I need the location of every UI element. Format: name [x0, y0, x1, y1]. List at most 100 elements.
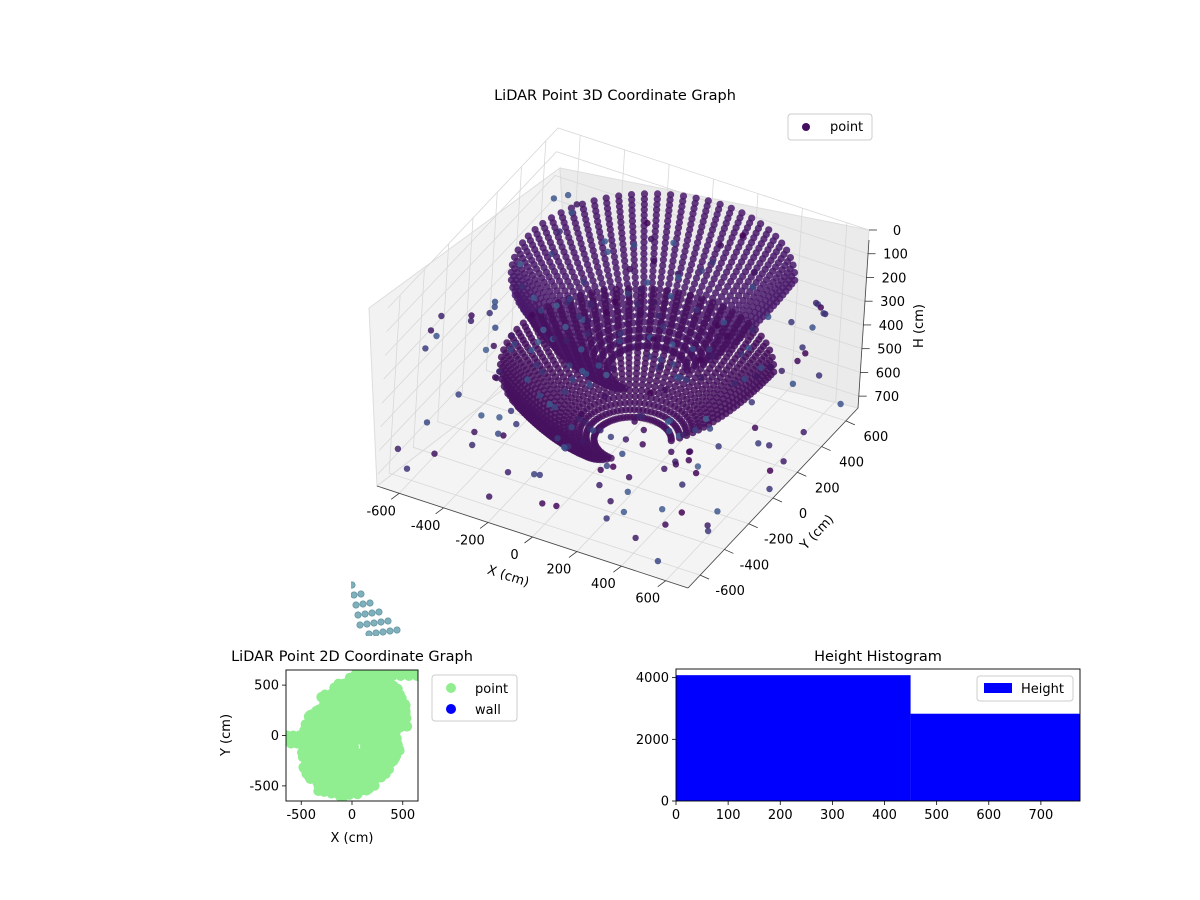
scatter-point-3d [627, 191, 636, 199]
scatter-point-3d [637, 310, 645, 317]
scatter-point-3d [651, 227, 659, 235]
scatter-point-3d [655, 389, 663, 398]
z-tick-label-3d: 600 [876, 366, 901, 381]
scatter-point-3d [626, 392, 634, 400]
y-tick-label-3d: 200 [815, 481, 840, 496]
scatter-point-3d [638, 286, 645, 293]
scatter-point-3d [640, 370, 648, 378]
scatter-point-3d [628, 212, 636, 220]
scatter-point-2d [300, 719, 311, 730]
scatter-point-3d [530, 294, 537, 301]
legend-3d-marker-point [802, 123, 810, 131]
scatter-point-2d [345, 710, 356, 721]
scatter-point-3d [611, 371, 619, 379]
scatter-point-3d [561, 388, 569, 395]
scatter-point-3d [612, 264, 620, 272]
scatter-point-3d [765, 313, 772, 320]
scatter-point-3d [756, 867, 762, 873]
scatter-point-3d [354, 611, 362, 619]
scatter-point-3d [740, 835, 746, 841]
legend-2d-label-wall: wall [475, 703, 501, 718]
scatter-point-3d [622, 436, 630, 443]
scatter-point-3d [628, 201, 636, 209]
scatter-point-3d [732, 843, 738, 849]
scatter-point-3d [683, 236, 692, 244]
scatter-point-3d [427, 327, 435, 334]
scatter-point-3d [664, 212, 672, 220]
scatter-point-3d [630, 250, 638, 258]
scatter-point-3d [665, 206, 673, 214]
scatter-point-3d [680, 253, 688, 261]
scatter-point-3d [650, 336, 657, 343]
y-tick-label-3d: -600 [715, 584, 745, 599]
scatter-point-2d [372, 760, 382, 771]
y-tick-label-histogram: 4000 [636, 671, 669, 686]
scatter-point-3d [640, 267, 648, 275]
scatter-point-3d [714, 322, 722, 329]
scatter-point-3d [632, 285, 640, 293]
scatter-point-3d [647, 389, 654, 397]
scatter-point-3d [546, 401, 553, 408]
scatter-point-3d [608, 236, 616, 244]
scatter-point-3d [639, 441, 646, 448]
scatter-point-2d [371, 735, 382, 746]
grid-line-y [388, 295, 701, 576]
scatter-point-3d [566, 362, 573, 369]
scatter-point-3d [794, 357, 801, 365]
scatter-point-3d [661, 244, 669, 253]
scatter-point-2d [352, 789, 363, 800]
scatter-point-3d [678, 258, 687, 266]
scatter-point-3d [628, 217, 637, 225]
scatter-point-3d [606, 225, 614, 234]
y-axis-label-2d: Y (cm) [219, 714, 234, 757]
scatter-point-2d [374, 700, 385, 711]
scatter-point-3d [684, 231, 693, 239]
scatter-point-3d [698, 267, 705, 274]
scatter-point-3d [582, 255, 590, 263]
scatter-point-3d [659, 256, 668, 264]
scatter-point-3d [749, 875, 755, 881]
scatter-point-3d [551, 404, 558, 411]
x-tick-label-histogram: 0 [672, 808, 680, 823]
scatter-point-3d [750, 811, 756, 817]
scatter-point-2d [353, 767, 364, 778]
legend-2d: point wall [431, 674, 518, 722]
scatter-point-3d [647, 235, 655, 243]
scatter-point-3d [706, 425, 714, 432]
scatter-point-3d [562, 323, 569, 331]
scatter-point-3d [770, 828, 776, 834]
scatter-point-3d [640, 195, 649, 203]
scatter-point-3d [591, 252, 599, 260]
scatter-point-3d [617, 359, 625, 367]
scatter-point-3d [403, 465, 411, 472]
scatter-point-3d [486, 309, 493, 317]
scatter-point-3d [745, 344, 752, 352]
scatter-point-2d [402, 721, 413, 732]
x-tick-label-3d: 200 [547, 563, 572, 578]
scatter-point-3d [663, 228, 671, 236]
scatter-point-3d [500, 432, 507, 439]
scatter-point-3d [754, 819, 760, 825]
scatter-point-3d [590, 427, 597, 434]
scatter-point-3d [605, 215, 613, 223]
scatter-point-3d [671, 246, 679, 254]
scatter-point-3d [669, 257, 677, 265]
scatter-point-3d [676, 213, 684, 221]
z-tick-label-3d: 400 [879, 319, 904, 334]
z-tick-label-3d: 200 [882, 271, 907, 286]
scatter-point-3d [800, 428, 807, 436]
scatter-point-3d [614, 276, 622, 284]
scatter-point-3d [664, 217, 672, 225]
scatter-point-3d [604, 248, 611, 255]
scatter-point-3d [596, 481, 603, 489]
scatter-point-3d [382, 639, 388, 645]
scatter-point-3d [573, 201, 580, 208]
scatter-point-3d [603, 309, 610, 316]
scatter-point-3d [640, 273, 648, 281]
scatter-point-2d [309, 768, 320, 779]
scatter-point-3d [648, 279, 656, 287]
scatter-point-3d [657, 356, 664, 363]
scatter-point-3d [697, 356, 704, 363]
scatter-point-3d [712, 289, 720, 297]
